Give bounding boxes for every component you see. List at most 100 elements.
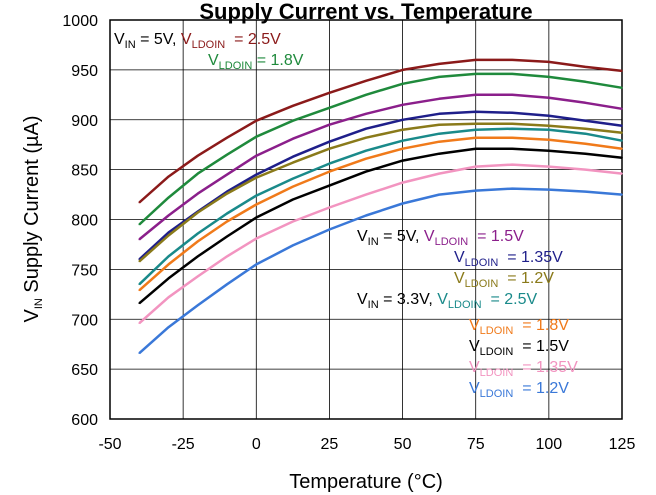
series-2-point <box>255 135 258 138</box>
series-10-point <box>548 188 550 191</box>
annotation-6: VIN = 3.3V, VLDOIN = 2.5V <box>357 291 537 311</box>
series-1-point <box>328 92 331 94</box>
series-8-point <box>255 216 258 219</box>
annotation-7: VLDOIN = 1.8V <box>469 317 569 337</box>
series-6-point <box>138 283 141 286</box>
x-tick-label: 50 <box>394 436 412 453</box>
series-1-point <box>196 154 199 157</box>
series-9-point <box>365 193 367 196</box>
annotation-part: = 3.3V, <box>379 291 438 308</box>
series-8-point <box>328 184 331 187</box>
series-8-point <box>438 152 440 155</box>
series-5-point <box>365 136 367 139</box>
series-10-point <box>584 190 587 193</box>
series-9-point <box>255 237 258 240</box>
annotation-part: = 1.8V <box>252 52 303 69</box>
series-9-point <box>292 220 294 223</box>
x-axis-title: Temperature (°C) <box>289 471 443 493</box>
series-6-point <box>438 132 440 135</box>
series-2-point <box>365 94 367 96</box>
annotation-part: LDOIN <box>465 278 499 290</box>
series-2-point <box>401 83 404 85</box>
series-5-point <box>401 128 404 131</box>
series-10-point <box>138 352 141 354</box>
annotation-part: = 2.5V <box>482 291 538 308</box>
series-line-1 <box>138 58 623 204</box>
series-7-point <box>365 157 367 160</box>
series-6-point <box>255 194 258 197</box>
series-8-point <box>226 235 228 238</box>
series-7-point <box>328 170 331 173</box>
x-tick-label: 25 <box>321 436 339 453</box>
series-10-point <box>292 244 294 247</box>
annotation-10: VLDOIN = 1.2V <box>469 380 569 400</box>
series-6-point <box>292 177 294 180</box>
y-axis-title-sub: IN <box>33 298 45 309</box>
annotation-part: LDOIN <box>192 39 226 51</box>
series-7-point <box>401 147 404 150</box>
annotation-part: = 5V, <box>379 228 424 245</box>
annotation-part: LDOIN <box>435 236 469 248</box>
series-7-point <box>474 136 477 139</box>
series-5-point <box>584 127 587 130</box>
series-3-point <box>365 112 367 115</box>
y-tick-label: 800 <box>71 213 98 230</box>
series-3-point <box>511 94 514 96</box>
series-4-point <box>511 111 514 114</box>
series-2-point <box>511 73 514 75</box>
series-8-point <box>474 147 477 150</box>
series-9-point <box>167 296 170 299</box>
series-7-point <box>226 220 228 223</box>
annotation-part: V <box>469 359 480 376</box>
series-3-point <box>196 192 199 195</box>
series-7-point <box>196 240 199 243</box>
series-8-point <box>621 156 623 159</box>
annotation-part: LDOIN <box>465 257 499 269</box>
series-4-point <box>548 114 550 117</box>
series-3-point <box>292 137 294 140</box>
series-7-point <box>438 140 440 143</box>
series-8-point <box>365 170 367 173</box>
series-1-point <box>292 104 294 107</box>
series-5-point <box>292 161 294 164</box>
annotation-part: = 1.35V <box>498 249 563 266</box>
series-1-point <box>548 61 550 63</box>
series-3-point <box>548 97 550 99</box>
series-2-point <box>474 73 477 75</box>
series-3-point <box>584 101 587 104</box>
series-3-point <box>226 173 228 176</box>
annotation-part: V <box>424 228 435 245</box>
series-8-point <box>138 302 141 305</box>
y-axis-title-v: V <box>21 309 43 323</box>
annotation-part: = 1.2V <box>498 270 554 287</box>
series-9-point <box>438 172 440 175</box>
y-axis-title: VIN Supply Current (µA) <box>21 115 45 322</box>
y-tick-label: 600 <box>71 412 98 429</box>
series-8-point <box>548 149 550 152</box>
y-tick-label: 1000 <box>62 13 98 30</box>
series-4-point <box>584 119 587 122</box>
series-7-point <box>511 136 514 139</box>
series-9-point <box>584 168 587 171</box>
series-7-point <box>292 185 294 188</box>
series-3-point <box>167 214 170 217</box>
series-10-point <box>401 202 404 205</box>
annotation-part: V <box>208 52 219 69</box>
x-tick-label: -25 <box>172 436 195 453</box>
annotation-part: V <box>181 31 192 48</box>
series-5-point <box>621 131 623 134</box>
annotation-2: VLDOIN = 1.8V <box>208 52 304 72</box>
annotation-part: LDOIN <box>219 60 253 72</box>
series-2-point <box>328 106 331 109</box>
series-5-point <box>138 260 141 263</box>
series-layer <box>138 58 623 355</box>
series-4-point <box>292 155 294 158</box>
y-tick-label: 900 <box>71 113 98 130</box>
series-4-point <box>255 173 258 176</box>
series-2-point <box>226 153 228 156</box>
series-2-point <box>548 76 550 78</box>
series-2-point <box>292 119 294 122</box>
series-6-point <box>226 212 228 215</box>
annotation-part: V <box>469 380 480 397</box>
